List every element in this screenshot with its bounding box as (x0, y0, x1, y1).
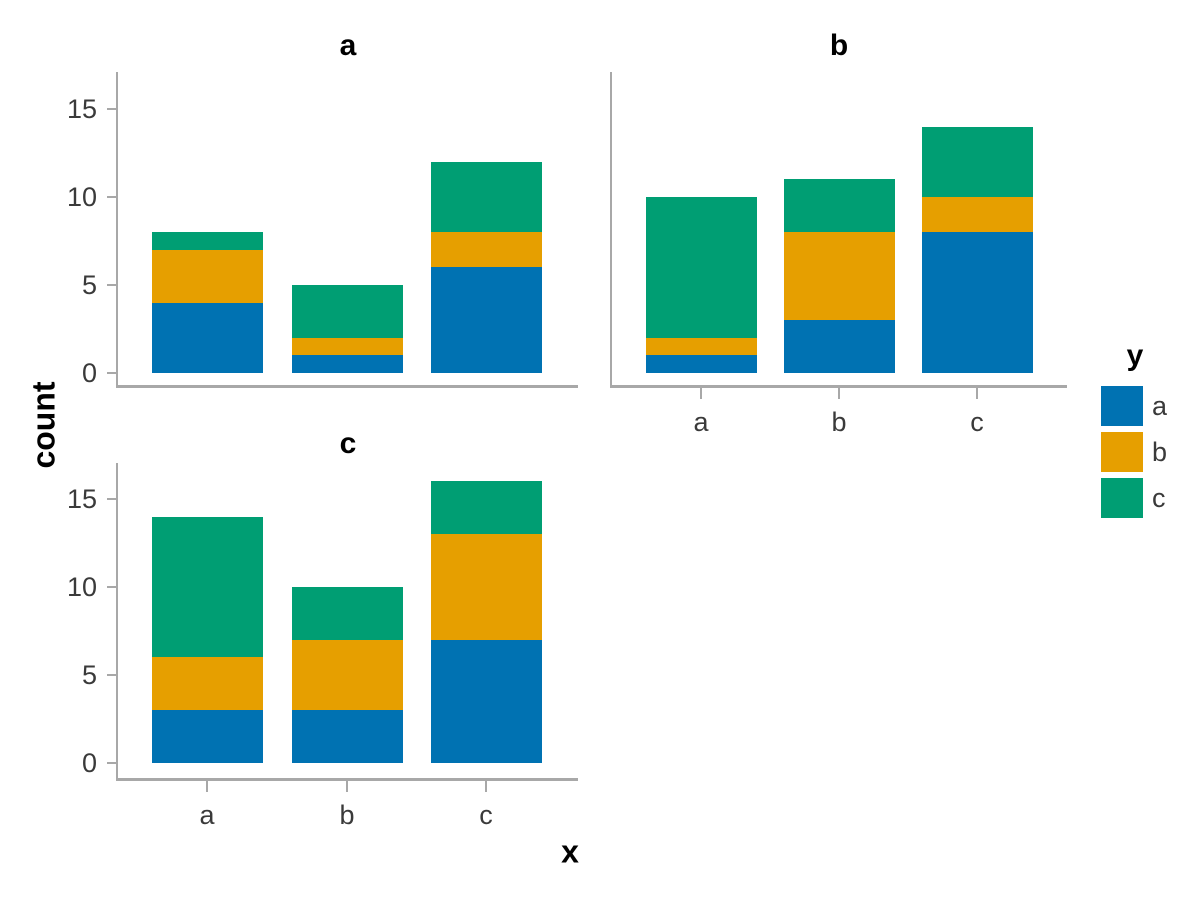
x-tick-label: c (970, 407, 984, 437)
bar-segment-facetb-xa-c (645, 197, 757, 338)
x-axis-title: x (561, 833, 579, 870)
y-tick-mark (107, 107, 118, 111)
legend-swatch-b (1101, 432, 1143, 472)
bar-segment-facetc-xa-c (151, 516, 263, 658)
bar-segment-facetc-xb-b (291, 639, 403, 711)
x-tick-mark (699, 387, 703, 399)
y-tick-label: 15 (66, 484, 97, 514)
bar-segment-facetb-xb-b (783, 232, 895, 321)
x-tick-mark (975, 387, 979, 399)
y-tick-mark (107, 195, 118, 199)
legend-label-c: c (1152, 483, 1166, 513)
bar-segment-faceta-xa-c (151, 232, 263, 250)
y-tick-label: 10 (66, 572, 97, 602)
y-tick-label: 5 (81, 660, 97, 690)
bar-segment-facetc-xa-a (151, 710, 263, 763)
legend-title: y (1126, 339, 1144, 372)
bar-segment-faceta-xb-c (291, 285, 403, 338)
y-tick-mark (107, 371, 118, 375)
facet-title: a (339, 29, 357, 62)
bar-segment-facetc-xc-a (430, 639, 542, 763)
y-tick-mark (107, 673, 118, 677)
bar-segment-facetb-xa-b (645, 337, 757, 356)
bar-segment-facetc-xa-b (151, 657, 263, 711)
bar-segment-facetb-xc-b (921, 197, 1033, 233)
bar-segment-faceta-xc-c (430, 161, 542, 233)
facet-title: b (829, 29, 849, 62)
bar-segment-facetc-xc-b (430, 534, 542, 640)
x-axis-line (609, 385, 1067, 388)
y-tick-mark (107, 585, 118, 589)
legend-swatch-c (1101, 478, 1143, 518)
bar-segment-faceta-xc-a (430, 267, 542, 373)
bar-segment-faceta-xa-b (151, 249, 263, 303)
x-tick-label: b (339, 800, 355, 830)
x-tick-label: c (479, 800, 493, 830)
bar-segment-facetb-xb-a (783, 320, 895, 373)
y-tick-label: 15 (66, 94, 97, 124)
y-axis-line (609, 72, 612, 388)
x-tick-mark (837, 387, 841, 399)
bar-segment-faceta-xc-b (430, 232, 542, 268)
y-tick-mark (107, 497, 118, 501)
y-tick-label: 0 (81, 748, 97, 778)
x-tick-mark (484, 780, 488, 792)
facet-title: c (339, 427, 357, 460)
bar-segment-facetb-xc-a (921, 232, 1033, 373)
x-tick-label: b (831, 407, 847, 437)
y-tick-label: 5 (81, 270, 97, 300)
y-tick-label: 0 (81, 358, 97, 388)
bar-segment-faceta-xb-b (291, 337, 403, 356)
y-axis-title: count (25, 381, 62, 469)
x-axis-line (115, 385, 578, 388)
bar-segment-facetb-xa-a (645, 355, 757, 373)
y-axis-line (115, 463, 118, 781)
x-axis-line (115, 778, 578, 781)
x-tick-label: a (199, 800, 215, 830)
legend-label-a: a (1152, 391, 1168, 421)
bar-segment-facetc-xc-c (430, 481, 542, 535)
y-axis-line (115, 72, 118, 388)
x-tick-mark (345, 780, 349, 792)
bar-segment-faceta-xa-a (151, 302, 263, 373)
bar-segment-facetb-xb-c (783, 179, 895, 233)
bar-segment-faceta-xb-a (291, 355, 403, 373)
bar-segment-facetc-xb-c (291, 587, 403, 640)
legend-swatch-a (1101, 386, 1143, 426)
x-tick-mark (205, 780, 209, 792)
y-tick-mark (107, 283, 118, 287)
bar-segment-facetc-xb-a (291, 710, 403, 763)
x-tick-label: a (693, 407, 709, 437)
bar-segment-facetb-xc-c (921, 126, 1033, 197)
y-tick-mark (107, 761, 118, 765)
legend-label-b: b (1152, 437, 1168, 467)
y-tick-label: 10 (66, 182, 97, 212)
